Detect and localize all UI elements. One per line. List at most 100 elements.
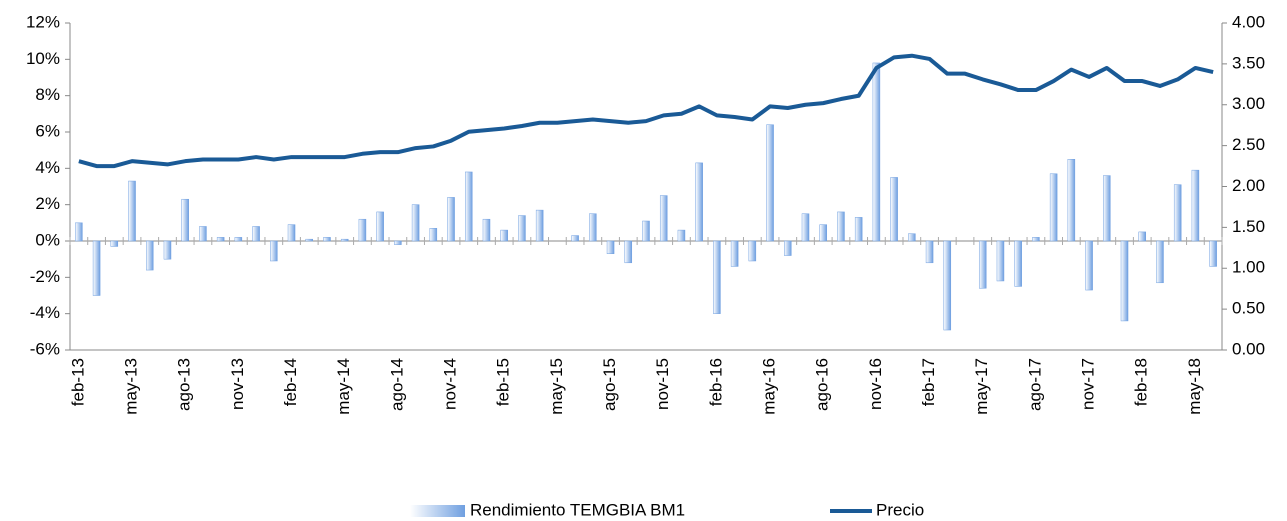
x-tick-label: ago-13 [175, 358, 194, 411]
bar [606, 240, 615, 254]
bar [890, 177, 898, 242]
bar [92, 240, 101, 296]
bar [482, 218, 491, 242]
bar [181, 198, 189, 242]
x-tick-label: nov-14 [441, 358, 460, 410]
bar [411, 204, 420, 242]
bar [925, 240, 934, 264]
x-tick-label: may-16 [760, 358, 779, 415]
bar [571, 235, 579, 242]
legend-swatch [410, 505, 465, 517]
y2-tick-label: 1.00 [1232, 258, 1265, 277]
bar [659, 195, 668, 242]
x-tick-label: nov-13 [228, 358, 247, 410]
bar [908, 233, 916, 242]
x-tick-label: feb-17 [919, 358, 938, 406]
bar [1138, 231, 1146, 242]
legend-label: Rendimiento TEMGBIA BM1 [470, 500, 685, 519]
y2-tick-label: 3.50 [1232, 53, 1265, 72]
x-tick-label: ago-15 [600, 358, 619, 411]
bar [252, 226, 260, 242]
bar [1103, 175, 1111, 242]
legend-label: Precio [876, 500, 924, 519]
y2-tick-label: 4.00 [1232, 12, 1265, 31]
bar [819, 224, 827, 242]
bar [199, 226, 207, 242]
bar [837, 211, 845, 242]
y2-tick-label: 1.50 [1232, 217, 1265, 236]
y-tick-label: -2% [30, 267, 60, 286]
x-tick-label: ago-16 [813, 358, 832, 411]
bar [1156, 240, 1164, 284]
bar [996, 240, 1005, 282]
y2-tick-label: 0.00 [1232, 339, 1265, 358]
bar [801, 213, 810, 242]
x-tick-label: may-18 [1185, 358, 1204, 415]
bar [1191, 169, 1200, 242]
x-tick-label: ago-17 [1025, 358, 1044, 411]
bar [287, 224, 296, 242]
bar [500, 229, 508, 242]
x-tick-label: feb-18 [1132, 358, 1151, 406]
bar [854, 217, 863, 242]
x-tick-label: may-13 [122, 358, 141, 415]
x-tick-label: nov-17 [1079, 358, 1098, 410]
bar [642, 220, 650, 242]
bar [128, 180, 136, 242]
x-tick-label: ago-14 [387, 358, 406, 411]
y-tick-label: 2% [35, 194, 60, 213]
bar [323, 237, 331, 242]
x-tick-label: feb-14 [281, 358, 300, 406]
bar [216, 237, 225, 242]
x-tick-label: may-14 [334, 358, 353, 415]
y-tick-label: 10% [26, 49, 60, 68]
bar [589, 213, 597, 242]
bar [465, 171, 473, 242]
bar [305, 238, 314, 242]
y2-tick-label: 0.50 [1232, 299, 1265, 318]
y-tick-label: 0% [35, 230, 60, 249]
bar [376, 211, 384, 242]
y-tick-label: 8% [35, 85, 60, 104]
y-tick-label: -6% [30, 339, 60, 358]
bar [234, 237, 243, 242]
y-tick-label: 12% [26, 12, 60, 31]
x-tick-label: nov-15 [653, 358, 672, 410]
bar [1032, 237, 1040, 242]
bar [1120, 240, 1129, 322]
y-tick-label: 6% [35, 121, 60, 140]
bar [1067, 159, 1076, 242]
y2-tick-label: 2.00 [1232, 176, 1265, 195]
bar [518, 215, 526, 242]
bar [429, 228, 438, 242]
x-tick-label: nov-16 [866, 358, 885, 410]
bar [784, 240, 792, 256]
bar [713, 240, 721, 314]
bar [146, 240, 154, 271]
bar [110, 240, 119, 247]
bar [1209, 240, 1217, 267]
y2-tick-label: 3.00 [1232, 94, 1265, 113]
y-tick-label: 4% [35, 158, 60, 177]
bar [943, 240, 952, 331]
x-tick-label: feb-16 [706, 358, 725, 406]
y2-tick-label: 2.50 [1232, 135, 1265, 154]
bar [270, 240, 278, 262]
bar [978, 240, 987, 289]
bar [766, 124, 774, 242]
bar [1014, 240, 1022, 287]
bar [535, 209, 544, 242]
bar [358, 218, 367, 242]
bar [163, 240, 172, 260]
bar [677, 229, 686, 242]
bar [872, 62, 881, 242]
bar [1085, 240, 1093, 291]
bar [1173, 184, 1182, 242]
y-tick-label: -4% [30, 303, 60, 322]
bar [730, 240, 739, 267]
x-tick-label: may-15 [547, 358, 566, 415]
bar [624, 240, 633, 264]
price-line [78, 53, 1214, 169]
bar [447, 197, 455, 242]
